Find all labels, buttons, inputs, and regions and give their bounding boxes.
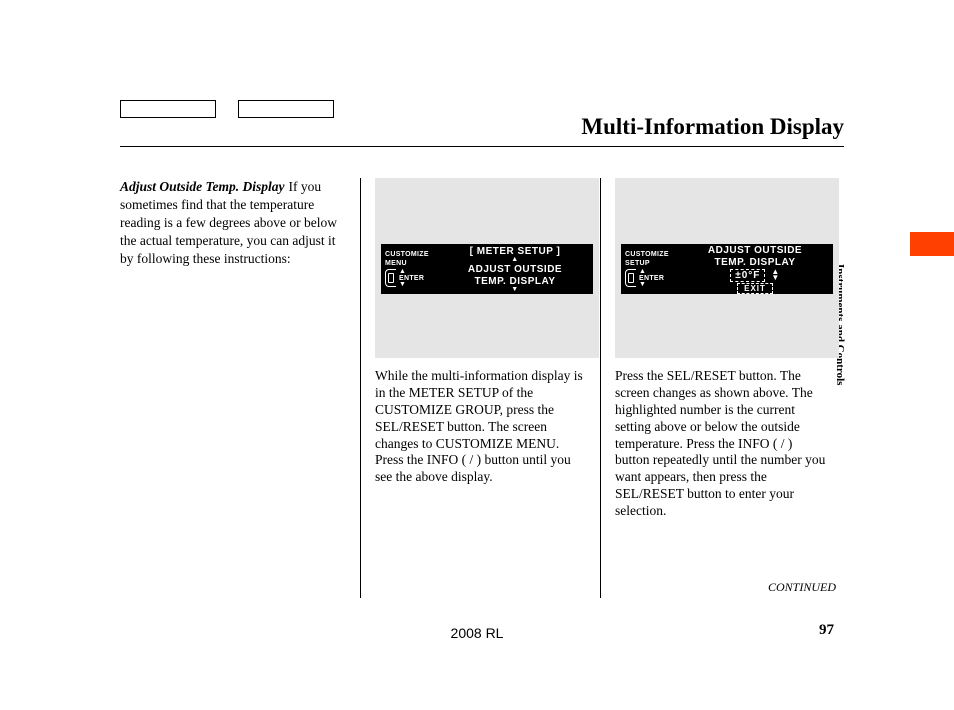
lcd1-left-label1: CUSTOMIZE	[385, 251, 429, 258]
lcd2-down-icon: ▼	[771, 275, 779, 281]
header-stub-1	[120, 100, 216, 118]
lcd2-left-label1: CUSTOMIZE	[625, 251, 669, 258]
column-1: Adjust Outside Temp. Display If you some…	[120, 178, 360, 598]
lcd1-bracket-line: [ METER SETUP ]	[470, 246, 561, 257]
col2-body: While the multi-information display is i…	[375, 368, 588, 486]
lcd2-right: ADJUST OUTSIDE TEMP. DISPLAY ±0°F ▲▼ EXI…	[677, 244, 833, 294]
lcd2-enter-row: ▲ ENTER ▼	[625, 269, 664, 287]
enter-button-icon	[625, 269, 636, 287]
lcd2-main-line1: ADJUST OUTSIDE	[708, 245, 802, 256]
column-2: CUSTOMIZE MENU ▲ ENTER ▼ [ METER SE	[360, 178, 600, 598]
content-columns: Adjust Outside Temp. Display If you some…	[120, 178, 840, 598]
lcd2-exit: EXIT	[737, 283, 773, 294]
down-arrow-icon: ▼	[399, 282, 424, 288]
footer-model: 2008 RL	[0, 625, 954, 641]
lcd2-main-line2: TEMP. DISPLAY	[715, 257, 796, 268]
lcd1-enter-row: ▲ ENTER ▼	[385, 269, 424, 287]
page-title: Multi-Information Display	[581, 114, 844, 140]
header-stub-2	[238, 100, 334, 118]
lcd1-right: [ METER SETUP ] ▲ ADJUST OUTSIDE TEMP. D…	[437, 244, 593, 294]
col1-subhead: Adjust Outside Temp. Display	[120, 179, 285, 194]
lcd1-main-line2: TEMP. DISPLAY	[475, 276, 556, 287]
lcd-panel-1: CUSTOMIZE MENU ▲ ENTER ▼ [ METER SE	[381, 244, 593, 294]
lcd1-left: CUSTOMIZE MENU ▲ ENTER ▼	[381, 244, 437, 294]
lcd-panel-2: CUSTOMIZE SETUP ▲ ENTER ▼ ADJUST OU	[621, 244, 833, 294]
col3-body: Press the SEL/RESET button. The screen c…	[615, 368, 828, 520]
lcd2-left: CUSTOMIZE SETUP ▲ ENTER ▼	[621, 244, 677, 294]
continued-label: CONTINUED	[768, 580, 836, 595]
lcd-screenshot-1: CUSTOMIZE MENU ▲ ENTER ▼ [ METER SE	[375, 178, 599, 358]
lcd1-down-tri-icon: ▼	[511, 288, 518, 293]
lcd2-left-label2: SETUP	[625, 260, 650, 267]
lcd-screenshot-2: CUSTOMIZE SETUP ▲ ENTER ▼ ADJUST OU	[615, 178, 839, 358]
down-arrow-icon: ▼	[639, 282, 664, 288]
lcd2-value: ±0°F	[730, 269, 765, 282]
column-3: CUSTOMIZE SETUP ▲ ENTER ▼ ADJUST OU	[600, 178, 840, 598]
lcd1-main-line1: ADJUST OUTSIDE	[468, 264, 562, 275]
header-rule	[120, 146, 844, 147]
lcd1-up-tri-icon: ▲	[511, 258, 518, 263]
section-tab-marker	[910, 232, 954, 256]
footer-page-number: 97	[819, 622, 834, 639]
enter-button-icon	[385, 269, 396, 287]
manual-page: Multi-Information Display Instruments an…	[0, 0, 954, 710]
lcd2-value-row: ±0°F ▲▼	[730, 269, 780, 282]
lcd1-left-label2: MENU	[385, 260, 407, 267]
